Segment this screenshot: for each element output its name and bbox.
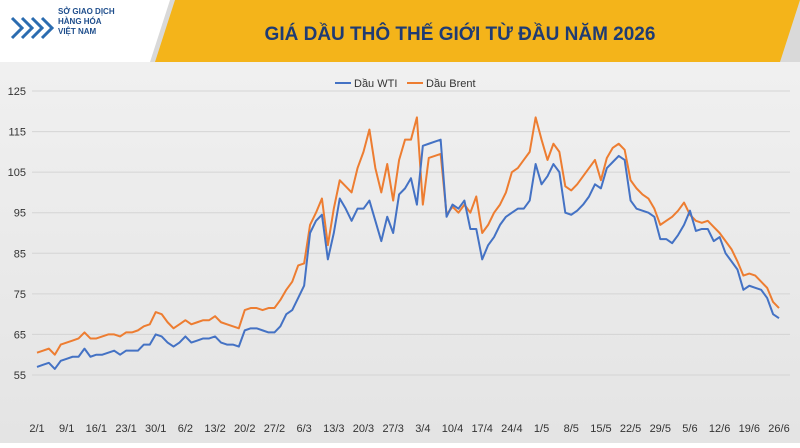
x-tick-label: 3/4 [415,423,430,435]
x-tick-label: 1/5 [534,423,549,435]
x-tick-label: 22/5 [620,423,641,435]
x-tick-label: 6/2 [178,423,193,435]
logo-text: HÀNG HÓA [58,17,102,26]
x-tick-label: 26/6 [768,423,789,435]
x-tick-label: 10/4 [442,423,463,435]
title-band [155,0,800,62]
legend-label: Dầu WTI [354,78,397,90]
x-tick-label: 6/3 [296,423,311,435]
x-tick-label: 20/3 [353,423,374,435]
x-tick-label: 12/6 [709,423,730,435]
x-tick-label: 17/4 [471,423,492,435]
line-series [36,138,780,370]
x-tick-label: 23/1 [115,423,136,435]
x-tick-label: 15/5 [590,423,611,435]
x-tick-label: 13/2 [204,423,225,435]
x-tick-label: 20/2 [234,423,255,435]
y-tick-label: 115 [8,127,26,139]
y-tick-label: 55 [14,370,26,382]
y-tick-label: 85 [14,248,26,260]
y-tick-label: 75 [14,289,26,301]
legend-label: Dầu Brent [426,78,476,90]
x-tick-label: 30/1 [145,423,166,435]
x-tick-label: 27/3 [382,423,403,435]
x-tick-label: 2/1 [29,423,44,435]
logo-text: SỞ GIAO DỊCH [58,7,115,16]
y-tick-label: 65 [14,329,26,341]
x-tick-label: 13/3 [323,423,344,435]
x-tick-label: 8/5 [564,423,579,435]
x-tick-label: 19/6 [739,423,760,435]
x-tick-label: 9/1 [59,423,74,435]
chart-title: GIÁ DẦU THÔ THẾ GIỚI TỪ ĐẦU NĂM 2026 [265,23,656,45]
y-tick-label: 125 [8,86,26,98]
logo-text: VIỆT NAM [58,27,97,36]
x-tick-label: 16/1 [86,423,107,435]
x-tick-label: 24/4 [501,423,522,435]
x-tick-label: 5/6 [682,423,697,435]
logo-area [0,0,170,62]
logo-icon [10,16,55,40]
x-tick-label: 29/5 [650,423,671,435]
y-tick-label: 105 [8,167,26,179]
x-tick-label: 27/2 [264,423,285,435]
line-series [36,116,780,356]
y-tick-label: 95 [14,208,26,220]
